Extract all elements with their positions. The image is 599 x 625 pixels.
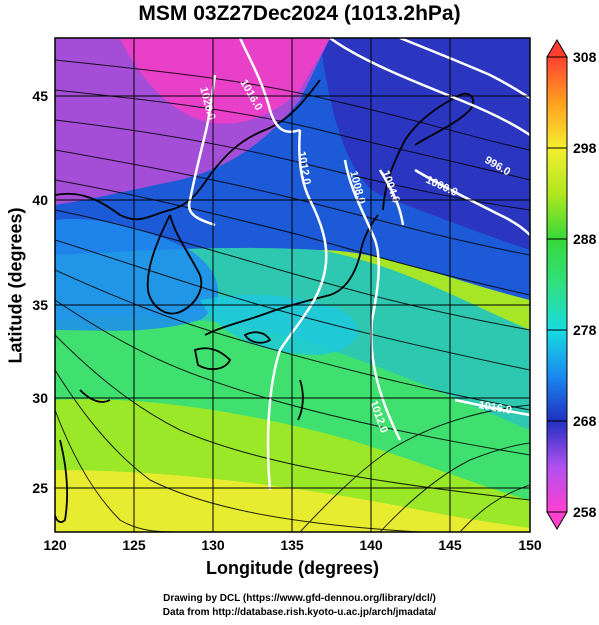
y-tick-label: 35 — [32, 297, 48, 313]
y-tick-label: 40 — [32, 192, 48, 208]
x-tick-label: 140 — [359, 537, 383, 553]
colorbar-tick-label: 278 — [573, 322, 597, 338]
plot-frame — [54, 37, 531, 533]
colorbar-tick-label: 258 — [573, 504, 597, 520]
lat-lon-grid — [55, 38, 530, 532]
colorbar-tick-label: 268 — [573, 413, 597, 429]
isobar-label: 1016.0 — [477, 399, 512, 417]
colorbar-tick-label: 288 — [573, 231, 597, 247]
x-tick-label: 145 — [438, 537, 462, 553]
x-tick-label: 150 — [518, 537, 542, 553]
y-tick-label: 25 — [32, 480, 48, 496]
colorbar-gradient — [546, 56, 568, 513]
x-axis-ticks: 120 125 130 135 140 145 150 — [43, 537, 542, 553]
x-tick-label: 120 — [43, 537, 67, 553]
colorbar-tick-label: 298 — [573, 140, 597, 156]
x-tick-label: 125 — [122, 537, 146, 553]
colorbar-tick-label: 308 — [573, 49, 597, 65]
y-axis-label: Latitude (degrees) — [5, 207, 26, 364]
isobars — [187, 38, 530, 491]
x-axis-label: Longitude (degrees) — [205, 558, 379, 578]
credit-data: Data from http://database.rish.kyoto-u.a… — [162, 607, 437, 618]
colorbar-min-arrow — [546, 511, 568, 530]
colorbar-max-arrow — [546, 39, 568, 58]
y-axis-ticks: 25 30 35 40 45 — [32, 88, 48, 496]
coastlines — [55, 79, 475, 523]
wind-streamlines — [55, 59, 530, 532]
y-tick-label: 45 — [32, 88, 48, 104]
colorbar: 258 268 278 288 298 308 — [546, 39, 597, 530]
x-tick-label: 135 — [280, 537, 304, 553]
credit-drawing: Drawing by DCL (https://www.gfd-dennou.o… — [163, 593, 436, 604]
isobar-label: 1012.0 — [295, 150, 313, 185]
map-title: MSM 03Z27Dec2024 (1013.2hPa) — [138, 2, 461, 25]
y-tick-label: 30 — [32, 390, 48, 406]
x-tick-label: 130 — [201, 537, 225, 553]
